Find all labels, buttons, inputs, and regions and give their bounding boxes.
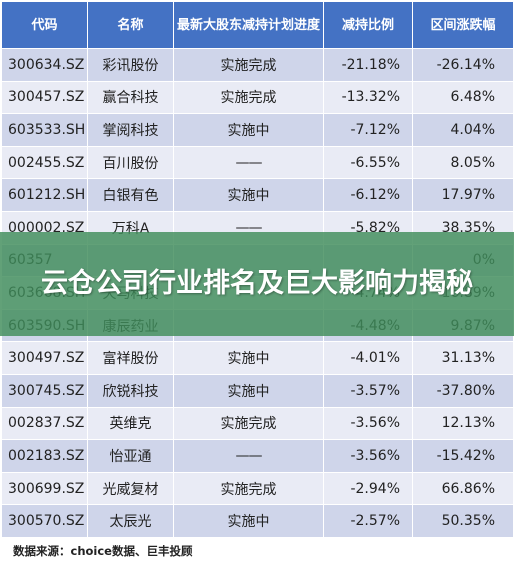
price-change-cell: 31.13% <box>412 341 514 375</box>
stock-name-cell: 英维克 <box>87 406 174 441</box>
stock-name-cell: 掌阅科技 <box>87 113 174 147</box>
stock-code-cell: 300634.SZ <box>1 48 88 82</box>
plan-progress-cell: —— <box>173 439 324 473</box>
table-row: 300699.SZ 光威复材 实施完成 -2.94% 66.86% <box>1 471 514 506</box>
stock-code-cell: 300745.SZ <box>1 373 88 408</box>
price-change-cell: -26.14% <box>412 48 514 82</box>
header-progress: 最新大股东减持计划进度 <box>173 1 324 49</box>
price-change-cell: 66.86% <box>412 471 514 506</box>
table-row: 300570.SZ 太辰光 实施中 -2.57% 50.35% <box>1 504 514 538</box>
stock-name-cell: 白银有色 <box>87 178 174 212</box>
stock-code-cell: 300699.SZ <box>1 471 88 506</box>
price-change-cell: 50.35% <box>412 504 514 538</box>
stock-code-cell: 002183.SZ <box>1 439 88 473</box>
plan-progress-cell: —— <box>173 145 324 180</box>
table-row: 603533.SH 掌阅科技 实施中 -7.12% 4.04% <box>1 113 514 147</box>
table-row: 300634.SZ 彩讯股份 实施完成 -21.18% -26.14% <box>1 48 514 82</box>
stock-code-cell: 300457.SZ <box>1 80 88 115</box>
header-change: 区间涨跌幅 <box>412 1 514 49</box>
stock-code-cell: 002837.SZ <box>1 406 88 441</box>
stock-name-cell: 富祥股份 <box>87 341 174 375</box>
stock-code-cell: 002455.SZ <box>1 145 88 180</box>
price-change-cell: 12.13% <box>412 406 514 441</box>
reduction-ratio-cell: -3.57% <box>323 373 413 408</box>
reduction-ratio-cell: -7.12% <box>323 113 413 147</box>
price-change-cell: -37.80% <box>412 373 514 408</box>
table-row: 300457.SZ 赢合科技 实施完成 -13.32% 6.48% <box>1 80 514 115</box>
stock-code-cell: 601212.SH <box>1 178 88 212</box>
table-row: 300745.SZ 欣锐科技 实施中 -3.57% -37.80% <box>1 373 514 408</box>
reduction-ratio-cell: -21.18% <box>323 48 413 82</box>
plan-progress-cell: 实施中 <box>173 113 324 147</box>
stock-name-cell: 百川股份 <box>87 145 174 180</box>
plan-progress-cell: 实施中 <box>173 373 324 408</box>
reduction-ratio-cell: -2.94% <box>323 471 413 506</box>
header-code: 代码 <box>1 1 88 49</box>
stock-code-cell: 603533.SH <box>1 113 88 147</box>
title-banner: 云仓公司行业排名及巨大影响力揭秘 <box>0 232 514 336</box>
price-change-cell: -15.42% <box>412 439 514 473</box>
header-name: 名称 <box>87 1 174 49</box>
table-row: 300497.SZ 富祥股份 实施中 -4.01% 31.13% <box>1 341 514 375</box>
table-row: 002837.SZ 英维克 实施完成 -3.56% 12.13% <box>1 406 514 441</box>
plan-progress-cell: 实施中 <box>173 504 324 538</box>
stock-name-cell: 赢合科技 <box>87 80 174 115</box>
table-row: 002183.SZ 怡亚通 —— -3.56% -15.42% <box>1 439 514 473</box>
data-source-note: 数据来源：choice数据、巨丰投顾 <box>13 544 193 558</box>
table-row: 002455.SZ 百川股份 —— -6.55% 8.05% <box>1 145 514 180</box>
reduction-ratio-cell: -3.56% <box>323 406 413 441</box>
price-change-cell: 17.97% <box>412 178 514 212</box>
price-change-cell: 4.04% <box>412 113 514 147</box>
plan-progress-cell: 实施中 <box>173 341 324 375</box>
price-change-cell: 8.05% <box>412 145 514 180</box>
stock-name-cell: 光威复材 <box>87 471 174 506</box>
plan-progress-cell: 实施中 <box>173 178 324 212</box>
table-header-row: 代码 名称 最新大股东减持计划进度 减持比例 区间涨跌幅 <box>1 1 514 49</box>
reduction-ratio-cell: -4.01% <box>323 341 413 375</box>
header-ratio: 减持比例 <box>323 1 413 49</box>
stock-code-cell: 300497.SZ <box>1 341 88 375</box>
plan-progress-cell: 实施完成 <box>173 471 324 506</box>
stock-name-cell: 太辰光 <box>87 504 174 538</box>
stock-name-cell: 彩讯股份 <box>87 48 174 82</box>
reduction-ratio-cell: -3.56% <box>323 439 413 473</box>
stock-name-cell: 欣锐科技 <box>87 373 174 408</box>
plan-progress-cell: 实施完成 <box>173 406 324 441</box>
banner-title: 云仓公司行业排名及巨大影响力揭秘 <box>41 268 473 299</box>
price-change-cell: 6.48% <box>412 80 514 115</box>
stock-code-cell: 300570.SZ <box>1 504 88 538</box>
reduction-ratio-cell: -6.55% <box>323 145 413 180</box>
stock-name-cell: 怡亚通 <box>87 439 174 473</box>
reduction-ratio-cell: -13.32% <box>323 80 413 115</box>
reduction-ratio-cell: -6.12% <box>323 178 413 212</box>
table-row: 601212.SH 白银有色 实施中 -6.12% 17.97% <box>1 178 514 212</box>
plan-progress-cell: 实施完成 <box>173 48 324 82</box>
plan-progress-cell: 实施完成 <box>173 80 324 115</box>
reduction-ratio-cell: -2.57% <box>323 504 413 538</box>
